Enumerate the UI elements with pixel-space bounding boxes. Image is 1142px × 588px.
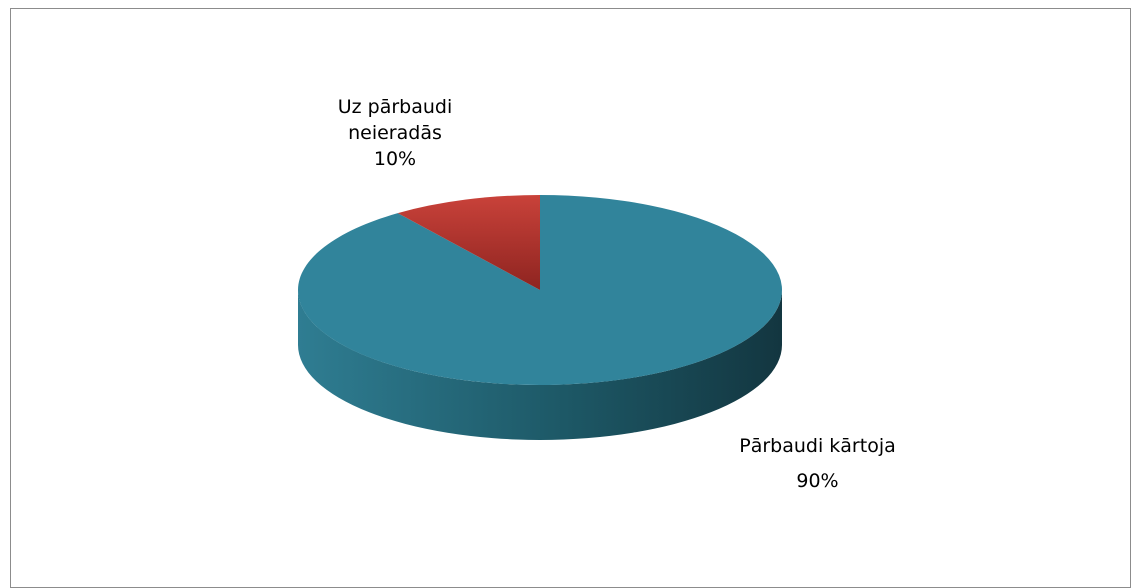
data-label-category: Uz pārbaudi neieradās xyxy=(337,96,453,144)
data-label-value: 90% xyxy=(796,470,839,492)
pie-slice-side xyxy=(298,290,782,440)
data-label-category: Pārbaudi kārtoja xyxy=(739,435,896,457)
data-label-value: 10% xyxy=(373,148,417,170)
pie-slice xyxy=(397,195,540,290)
